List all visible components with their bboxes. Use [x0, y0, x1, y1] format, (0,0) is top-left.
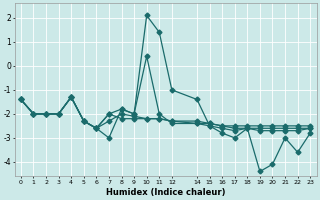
X-axis label: Humidex (Indice chaleur): Humidex (Indice chaleur)	[106, 188, 225, 197]
